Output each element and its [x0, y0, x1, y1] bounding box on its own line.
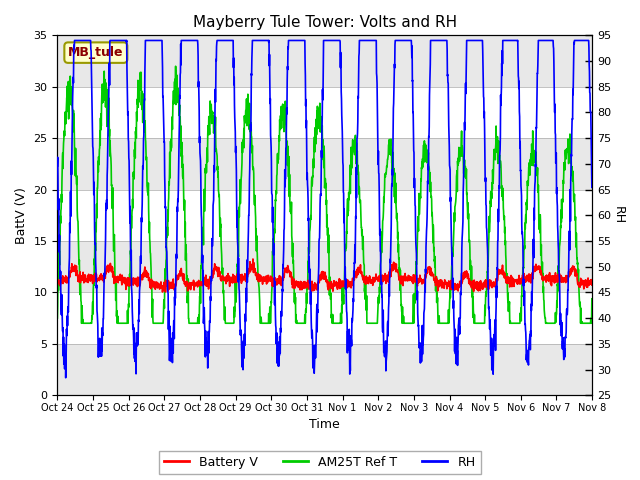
- Bar: [58, 87, 592, 138]
- Text: MB_tule: MB_tule: [68, 46, 124, 59]
- Bar: [58, 292, 592, 344]
- Y-axis label: BattV (V): BattV (V): [15, 187, 28, 244]
- Y-axis label: RH: RH: [612, 206, 625, 224]
- Bar: [58, 190, 592, 241]
- X-axis label: Time: Time: [309, 419, 340, 432]
- Title: Mayberry Tule Tower: Volts and RH: Mayberry Tule Tower: Volts and RH: [193, 15, 457, 30]
- Legend: Battery V, AM25T Ref T, RH: Battery V, AM25T Ref T, RH: [159, 451, 481, 474]
